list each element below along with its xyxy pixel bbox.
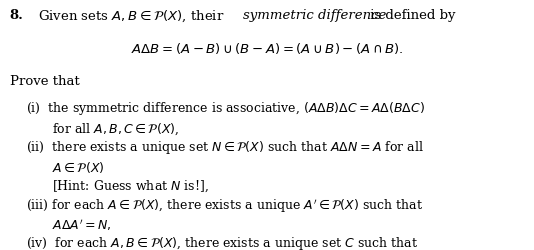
Text: symmetric difference: symmetric difference xyxy=(243,9,386,22)
Text: (i)  the symmetric difference is associative, $(A\Delta B)\Delta C = A\Delta(B\D: (i) the symmetric difference is associat… xyxy=(26,100,425,117)
Text: for all $A, B, C \in \mathcal{P}(X)$,: for all $A, B, C \in \mathcal{P}(X)$, xyxy=(52,121,179,137)
Text: (iv)  for each $A, B \in \mathcal{P}(X)$, there exists a unique set $C$ such tha: (iv) for each $A, B \in \mathcal{P}(X)$,… xyxy=(26,234,418,250)
Text: $A\Delta A' = N,$: $A\Delta A' = N,$ xyxy=(52,217,112,232)
Text: Given sets $A, B \in \mathcal{P}(X)$, their: Given sets $A, B \in \mathcal{P}(X)$, th… xyxy=(38,9,225,24)
Text: [Hint: Guess what $N$ is!],: [Hint: Guess what $N$ is!], xyxy=(52,178,209,193)
Text: $A \in \mathcal{P}(X)$: $A \in \mathcal{P}(X)$ xyxy=(52,160,105,174)
Text: (iii) for each $A \in \mathcal{P}(X)$, there exists a unique $A' \in \mathcal{P}: (iii) for each $A \in \mathcal{P}(X)$, t… xyxy=(26,196,423,214)
Text: $A\Delta B = (A - B) \cup (B - A) = (A \cup B) - (A \cap B).$: $A\Delta B = (A - B) \cup (B - A) = (A \… xyxy=(131,40,403,56)
Text: (ii)  there exists a unique set $N \in \mathcal{P}(X)$ such that $A\Delta N = A$: (ii) there exists a unique set $N \in \m… xyxy=(26,139,423,156)
Text: Prove that: Prove that xyxy=(10,75,80,88)
Text: is defined by: is defined by xyxy=(366,9,456,22)
Text: 8.: 8. xyxy=(10,9,23,22)
